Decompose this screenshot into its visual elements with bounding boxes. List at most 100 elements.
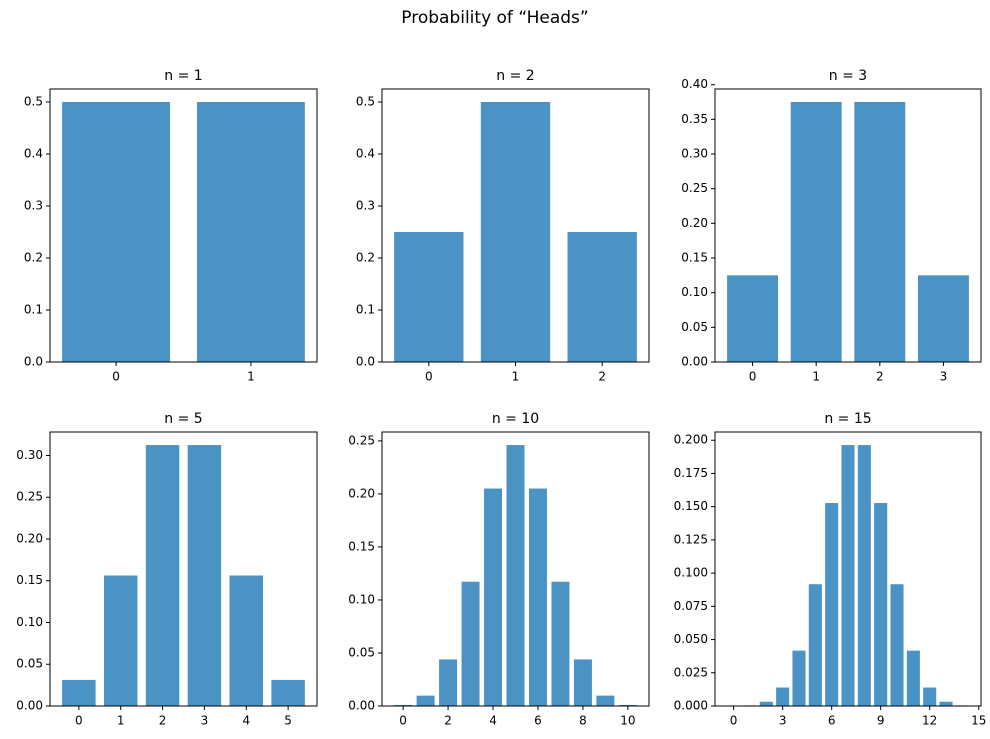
y-tick-label: 0.05 (681, 320, 708, 334)
subplot-title: n = 10 (492, 411, 539, 427)
y-tick-label: 0.15 (348, 539, 375, 553)
axes-frame (49, 88, 318, 363)
bar (874, 503, 888, 706)
y-tick-label: 0.25 (348, 433, 375, 447)
y-tick-label: 0.3 (24, 199, 43, 213)
bar (506, 445, 525, 706)
bar (923, 687, 937, 706)
bar (596, 695, 615, 706)
y-tick-label: 0.35 (681, 112, 708, 126)
axes-frame (381, 431, 650, 707)
x-tick-label: 0 (730, 714, 738, 728)
bar (394, 704, 413, 706)
subplot-title: n = 15 (824, 411, 871, 427)
x-tick-label: 6 (828, 714, 836, 728)
bar (918, 275, 969, 362)
x-tick-label: 0 (425, 370, 433, 384)
x-tick-label: 15 (971, 714, 986, 728)
bar (776, 687, 790, 706)
bar (857, 445, 871, 706)
bar (808, 584, 822, 706)
x-tick-label: 2 (876, 370, 884, 384)
y-tick-label: 0.00 (16, 699, 43, 713)
bar (103, 575, 138, 706)
subplot-title: n = 2 (496, 68, 534, 84)
bar (145, 445, 180, 706)
y-tick-label: 0.175 (674, 466, 708, 480)
x-tick-label: 9 (877, 714, 885, 728)
y-tick-label: 0.20 (681, 216, 708, 230)
y-tick-label: 0.5 (356, 95, 375, 109)
y-tick-label: 0.0 (356, 355, 375, 369)
x-tick-label: 4 (242, 714, 250, 728)
y-tick-label: 0.050 (674, 632, 708, 646)
bar (187, 445, 222, 706)
y-tick-label: 0.100 (674, 566, 708, 580)
y-tick-label: 0.30 (16, 448, 43, 462)
y-tick-label: 0.0 (24, 355, 43, 369)
bar (271, 679, 305, 706)
y-tick-label: 0.2 (24, 251, 43, 265)
x-tick-label: 5 (284, 714, 292, 728)
axes-frame (714, 431, 982, 707)
y-tick-label: 0.05 (16, 657, 43, 671)
bar (62, 679, 96, 706)
bar (416, 695, 435, 706)
bar (62, 102, 171, 362)
x-tick-label: 12 (922, 714, 937, 728)
bar (790, 102, 842, 362)
x-tick-label: 0 (112, 370, 120, 384)
x-tick-label: 10 (620, 714, 635, 728)
y-tick-label: 0.40 (681, 77, 708, 91)
subplot-title: n = 5 (164, 411, 202, 427)
axes-frame (49, 431, 318, 707)
y-tick-label: 0.2 (356, 251, 375, 265)
x-tick-label: 6 (534, 714, 542, 728)
bar (759, 701, 773, 706)
bar (841, 445, 855, 706)
y-tick-label: 0.10 (16, 615, 43, 629)
y-tick-label: 0.000 (674, 699, 708, 713)
bar (439, 659, 458, 706)
x-tick-label: 1 (117, 714, 125, 728)
y-tick-label: 0.4 (356, 147, 375, 161)
y-tick-label: 0.125 (674, 532, 708, 546)
bar (573, 659, 592, 706)
bar (567, 232, 637, 362)
bar (528, 488, 547, 706)
y-tick-label: 0.3 (356, 199, 375, 213)
bar (480, 102, 551, 362)
y-tick-label: 0.15 (16, 573, 43, 587)
figure-title: Probability of “Heads” (401, 8, 588, 28)
bar (825, 503, 839, 706)
x-tick-label: 1 (812, 370, 820, 384)
x-tick-label: 0 (399, 714, 407, 728)
bar (461, 581, 480, 706)
y-tick-label: 0.1 (24, 303, 43, 317)
bar (906, 650, 920, 706)
y-tick-label: 0.150 (674, 499, 708, 513)
x-tick-label: 3 (940, 370, 948, 384)
x-tick-label: 1 (512, 370, 520, 384)
y-tick-label: 0.05 (348, 645, 375, 659)
bar (229, 575, 264, 706)
x-tick-label: 3 (779, 714, 787, 728)
x-tick-label: 2 (598, 370, 606, 384)
x-tick-label: 1 (247, 370, 255, 384)
y-tick-label: 0.10 (681, 285, 708, 299)
y-tick-label: 0.30 (681, 147, 708, 161)
bar (939, 701, 953, 706)
x-tick-label: 4 (489, 714, 497, 728)
y-tick-label: 0.200 (674, 433, 708, 447)
y-tick-label: 0.10 (348, 592, 375, 606)
bar (890, 584, 904, 706)
x-tick-label: 8 (579, 714, 587, 728)
x-tick-label: 3 (201, 714, 209, 728)
y-tick-label: 0.15 (681, 251, 708, 265)
y-tick-label: 0.25 (681, 181, 708, 195)
y-tick-label: 0.025 (674, 665, 708, 679)
bar (484, 488, 503, 706)
y-tick-label: 0.1 (356, 303, 375, 317)
x-tick-label: 0 (75, 714, 83, 728)
